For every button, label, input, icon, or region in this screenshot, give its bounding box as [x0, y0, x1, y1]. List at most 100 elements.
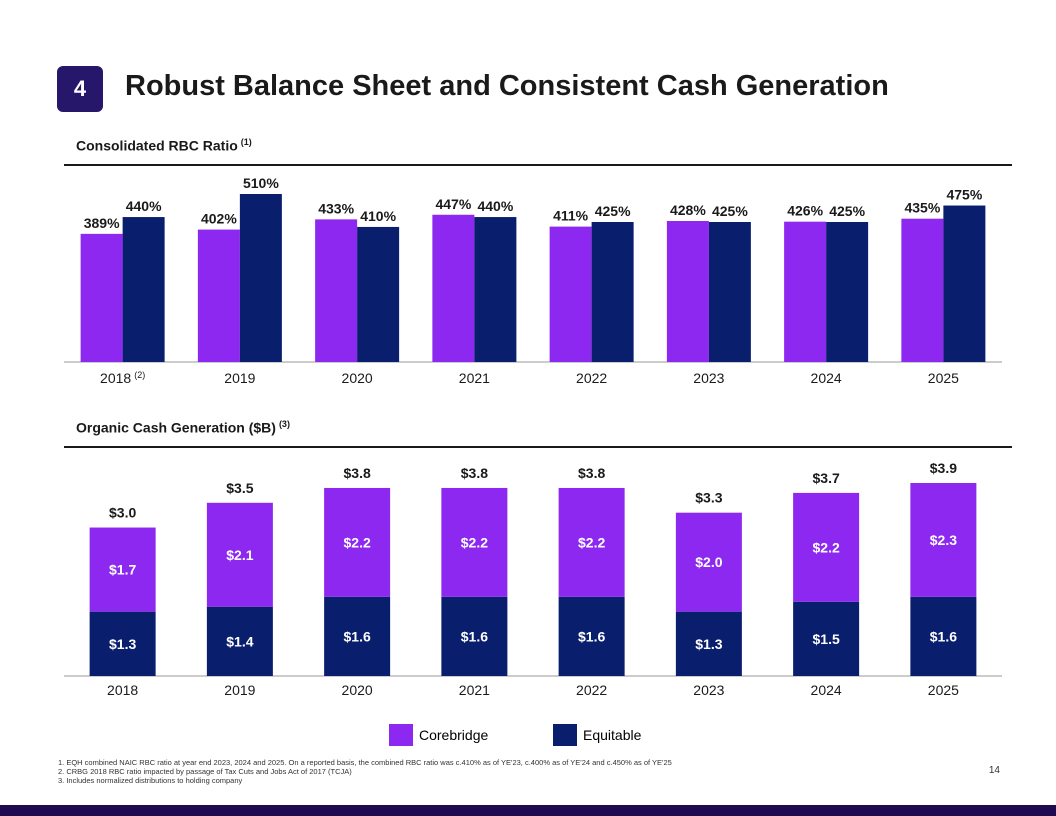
cash-label-equitable-2022: $1.6	[578, 628, 605, 644]
rbc-title-text: Consolidated RBC Ratio	[76, 137, 238, 154]
cash-bar-corebridge-2022	[558, 487, 625, 597]
rbc-label-equitable-2023: 425%	[712, 203, 748, 219]
rbc-label-corebridge-2023: 428%	[670, 202, 706, 218]
rbc-bar-equitable-2023	[708, 222, 751, 362]
cash-label-equitable-2024: $1.5	[813, 631, 840, 647]
rbc-tick-2020: 2020	[342, 370, 373, 386]
rbc-label-corebridge-2025: 435%	[904, 200, 940, 216]
rbc-label-corebridge-2024: 426%	[787, 203, 823, 219]
cash-tick-2024: 2024	[811, 682, 842, 698]
cash-bar-equitable-2018	[89, 611, 156, 676]
cash-bar-equitable-2024	[793, 601, 860, 676]
cash-bar-equitable-2025	[910, 596, 977, 676]
cash-bar-equitable-2021	[441, 596, 508, 676]
rbc-tick-2021: 2021	[459, 370, 490, 386]
cash-label-equitable-2020: $1.6	[344, 628, 371, 644]
rbc-tick-2025: 2025	[928, 370, 959, 386]
legend-corebridge: Corebridge	[389, 724, 488, 746]
rbc-label-equitable-2024: 425%	[829, 203, 865, 219]
legend-swatch-equitable	[553, 724, 577, 746]
rbc-label-equitable-2021: 440%	[477, 198, 513, 214]
cash-title-text: Organic Cash Generation ($B)	[76, 419, 276, 436]
cash-label-equitable-2023: $1.3	[695, 636, 722, 652]
cash-tick-2018: 2018	[107, 682, 138, 698]
cash-label-corebridge-2024: $2.2	[813, 539, 840, 555]
cash-label-equitable-2019: $1.4	[226, 633, 253, 649]
legend-label-equitable: Equitable	[583, 727, 642, 743]
cash-total-2023: $3.3	[695, 490, 722, 506]
rbc-bar-corebridge-2022	[549, 226, 592, 362]
cash-bar-corebridge-2025	[910, 483, 977, 597]
legend-label-corebridge: Corebridge	[419, 727, 489, 743]
rbc-bar-equitable-2020	[357, 226, 400, 362]
cash-label-equitable-2025: $1.6	[930, 628, 957, 644]
cash-section-title: Organic Cash Generation ($B) (3)	[76, 419, 290, 436]
cash-label-corebridge-2018: $1.7	[109, 562, 136, 578]
cash-label-corebridge-2025: $2.3	[930, 532, 957, 548]
cash-bar-corebridge-2020	[324, 487, 391, 597]
cash-bar-equitable-2023	[675, 611, 742, 676]
rbc-tick-2018: 2018 (2)	[100, 370, 145, 386]
footnote-2: 2. CRBG 2018 RBC ratio impacted by passa…	[58, 767, 352, 776]
rbc-bar-equitable-2022	[591, 222, 634, 362]
cash-bar-equitable-2020	[324, 596, 391, 676]
cash-divider	[64, 446, 1012, 448]
cash-total-2020: $3.8	[344, 465, 371, 481]
cash-title-note: (3)	[278, 419, 290, 429]
rbc-label-corebridge-2020: 433%	[318, 200, 354, 216]
footnote-1: 1. EQH combined NAIC RBC ratio at year e…	[58, 758, 672, 767]
cash-tick-2019: 2019	[224, 682, 255, 698]
rbc-label-corebridge-2022: 411%	[553, 208, 589, 224]
rbc-tick-2023: 2023	[693, 370, 724, 386]
cash-tick-2025: 2025	[928, 682, 959, 698]
cash-label-corebridge-2023: $2.0	[695, 554, 722, 570]
cash-bar-corebridge-2019	[206, 502, 273, 607]
cash-total-2021: $3.8	[461, 465, 488, 481]
rbc-tick-2022: 2022	[576, 370, 607, 386]
rbc-label-equitable-2020: 410%	[360, 208, 396, 224]
footer-bar	[0, 805, 1056, 816]
cash-bar-corebridge-2024	[793, 492, 860, 602]
rbc-bar-equitable-2019	[239, 194, 282, 362]
rbc-title-note: (1)	[240, 137, 252, 147]
cash-bar-equitable-2019	[206, 606, 273, 676]
rbc-bar-corebridge-2024	[784, 221, 827, 362]
cash-tick-2022: 2022	[576, 682, 607, 698]
section-number-badge: 4	[57, 66, 103, 112]
cash-total-2019: $3.5	[226, 480, 253, 496]
legend-swatch-corebridge	[389, 724, 413, 746]
rbc-bar-equitable-2025	[943, 205, 986, 362]
rbc-bar-corebridge-2020	[315, 219, 358, 362]
cash-bar-corebridge-2018	[89, 527, 156, 612]
rbc-bar-corebridge-2019	[197, 229, 240, 362]
cash-tick-2023: 2023	[693, 682, 724, 698]
cash-label-corebridge-2022: $2.2	[578, 534, 605, 550]
cash-label-corebridge-2019: $2.1	[226, 547, 253, 563]
cash-total-2018: $3.0	[109, 505, 136, 521]
page-number: 14	[988, 765, 1000, 776]
rbc-label-corebridge-2018: 389%	[84, 215, 120, 231]
cash-tick-2020: 2020	[342, 682, 373, 698]
rbc-label-corebridge-2021: 447%	[435, 196, 471, 212]
cash-label-corebridge-2021: $2.2	[461, 534, 488, 550]
cash-tick-2021: 2021	[459, 682, 490, 698]
cash-bar-equitable-2022	[558, 596, 625, 676]
cash-bar-corebridge-2021	[441, 487, 508, 597]
rbc-section-title: Consolidated RBC Ratio (1)	[76, 137, 252, 154]
rbc-label-equitable-2019: 510%	[243, 175, 279, 191]
rbc-tick-note-2018: (2)	[134, 370, 145, 380]
rbc-bar-corebridge-2023	[666, 221, 709, 362]
cash-total-2024: $3.7	[813, 470, 840, 486]
cash-label-corebridge-2020: $2.2	[344, 534, 371, 550]
rbc-label-equitable-2022: 425%	[595, 203, 631, 219]
cash-generation-chart: $1.3 $1.7 $3.0 2018 $1.4 $2.1 $3.5 2019 $1.6 $2.2…	[64, 460, 1002, 698]
footnote-3: 3. Includes normalized distributions to …	[58, 776, 243, 785]
legend-equitable: Equitable	[553, 724, 641, 746]
rbc-bar-corebridge-2018	[80, 233, 123, 362]
rbc-tick-2019: 2019	[224, 370, 255, 386]
rbc-tick-2024: 2024	[811, 370, 842, 386]
rbc-label-equitable-2025: 475%	[946, 187, 982, 203]
cash-bar-corebridge-2023	[675, 512, 742, 612]
rbc-bar-corebridge-2025	[901, 218, 944, 362]
cash-label-equitable-2018: $1.3	[109, 636, 136, 652]
